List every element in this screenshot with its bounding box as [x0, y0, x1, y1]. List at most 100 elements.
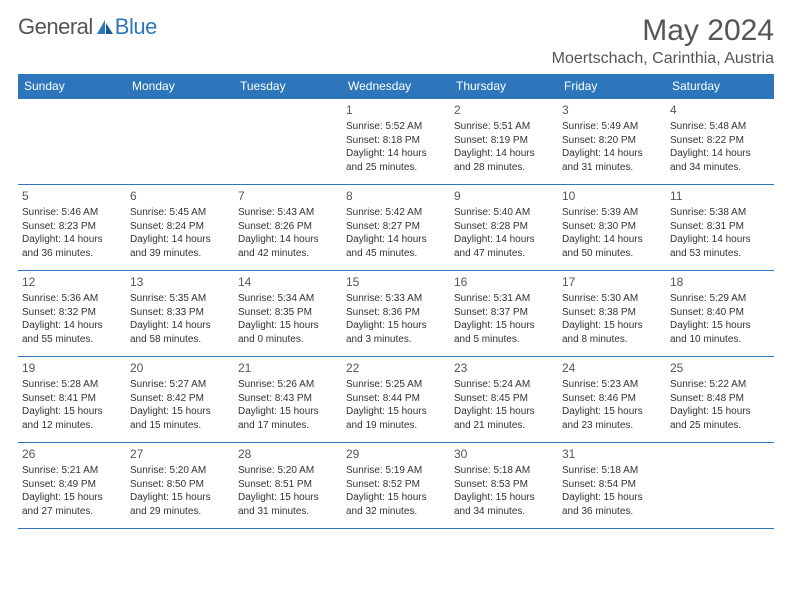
calendar-day-cell: 21Sunrise: 5:26 AMSunset: 8:43 PMDayligh…	[234, 357, 342, 443]
sunrise-line: Sunrise: 5:52 AM	[346, 120, 446, 134]
sunset-line: Sunset: 8:48 PM	[670, 392, 770, 406]
day-number: 25	[670, 360, 770, 376]
day-number: 7	[238, 188, 338, 204]
day-number: 5	[22, 188, 122, 204]
calendar-day-cell: 5Sunrise: 5:46 AMSunset: 8:23 PMDaylight…	[18, 185, 126, 271]
day-number: 27	[130, 446, 230, 462]
daylight-line: Daylight: 14 hours and 28 minutes.	[454, 147, 554, 174]
calendar-empty-cell	[666, 443, 774, 529]
sunrise-line: Sunrise: 5:28 AM	[22, 378, 122, 392]
sunrise-line: Sunrise: 5:40 AM	[454, 206, 554, 220]
daylight-line: Daylight: 14 hours and 58 minutes.	[130, 319, 230, 346]
daylight-line: Daylight: 15 hours and 8 minutes.	[562, 319, 662, 346]
day-number: 14	[238, 274, 338, 290]
calendar-day-cell: 6Sunrise: 5:45 AMSunset: 8:24 PMDaylight…	[126, 185, 234, 271]
sunrise-line: Sunrise: 5:24 AM	[454, 378, 554, 392]
sunrise-line: Sunrise: 5:26 AM	[238, 378, 338, 392]
sunset-line: Sunset: 8:54 PM	[562, 478, 662, 492]
sunset-line: Sunset: 8:22 PM	[670, 134, 770, 148]
day-number: 24	[562, 360, 662, 376]
sunrise-line: Sunrise: 5:18 AM	[562, 464, 662, 478]
calendar-day-cell: 14Sunrise: 5:34 AMSunset: 8:35 PMDayligh…	[234, 271, 342, 357]
day-number: 18	[670, 274, 770, 290]
calendar-day-cell: 16Sunrise: 5:31 AMSunset: 8:37 PMDayligh…	[450, 271, 558, 357]
day-number: 9	[454, 188, 554, 204]
daylight-line: Daylight: 14 hours and 36 minutes.	[22, 233, 122, 260]
weekday-header: Sunday	[18, 74, 126, 99]
daylight-line: Daylight: 15 hours and 15 minutes.	[130, 405, 230, 432]
calendar-day-cell: 31 Sunrise: 5:18 AMSunset: 8:54 PMDayligh…	[558, 443, 666, 529]
sunset-line: Sunset: 8:31 PM	[670, 220, 770, 234]
weekday-header: Saturday	[666, 74, 774, 99]
sunrise-line: Sunrise: 5:42 AM	[346, 206, 446, 220]
sunset-line: Sunset: 8:40 PM	[670, 306, 770, 320]
sunset-line: Sunset: 8:42 PM	[130, 392, 230, 406]
sunset-line: Sunset: 8:51 PM	[238, 478, 338, 492]
sunrise-line: Sunrise: 5:27 AM	[130, 378, 230, 392]
calendar-day-cell: 20Sunrise: 5:27 AMSunset: 8:42 PMDayligh…	[126, 357, 234, 443]
daylight-line: Daylight: 15 hours and 36 minutes.	[562, 491, 662, 518]
daylight-line: Daylight: 15 hours and 19 minutes.	[346, 405, 446, 432]
day-number: 8	[346, 188, 446, 204]
sunset-line: Sunset: 8:28 PM	[454, 220, 554, 234]
calendar-day-cell: 11Sunrise: 5:38 AMSunset: 8:31 PMDayligh…	[666, 185, 774, 271]
day-number: 11	[670, 188, 770, 204]
calendar-day-cell: 12Sunrise: 5:36 AMSunset: 8:32 PMDayligh…	[18, 271, 126, 357]
calendar-body: 1Sunrise: 5:52 AMSunset: 8:18 PMDaylight…	[18, 99, 774, 529]
sunset-line: Sunset: 8:53 PM	[454, 478, 554, 492]
day-number: 15	[346, 274, 446, 290]
calendar-day-cell: 3 Sunrise: 5:49 AMSunset: 8:20 PMDaylight…	[558, 99, 666, 185]
sunset-line: Sunset: 8:23 PM	[22, 220, 122, 234]
calendar-day-cell: 7Sunrise: 5:43 AMSunset: 8:26 PMDaylight…	[234, 185, 342, 271]
day-number: 12	[22, 274, 122, 290]
calendar-day-cell: 30Sunrise: 5:18 AMSunset: 8:53 PMDayligh…	[450, 443, 558, 529]
weekday-header: Monday	[126, 74, 234, 99]
sunrise-line: Sunrise: 5:30 AM	[562, 292, 662, 306]
sunrise-line: Sunrise: 5:36 AM	[22, 292, 122, 306]
daylight-line: Daylight: 15 hours and 25 minutes.	[670, 405, 770, 432]
sunset-line: Sunset: 8:52 PM	[346, 478, 446, 492]
calendar-week-row: 1Sunrise: 5:52 AMSunset: 8:18 PMDaylight…	[18, 99, 774, 185]
sunrise-line: Sunrise: 5:43 AM	[238, 206, 338, 220]
day-number: 16	[454, 274, 554, 290]
day-number: 31	[562, 446, 662, 462]
day-number: 22	[346, 360, 446, 376]
sunset-line: Sunset: 8:19 PM	[454, 134, 554, 148]
month-title: May 2024	[552, 14, 774, 48]
sunset-line: Sunset: 8:27 PM	[346, 220, 446, 234]
logo-text-right: Blue	[115, 14, 157, 40]
daylight-line: Daylight: 15 hours and 12 minutes.	[22, 405, 122, 432]
calendar-day-cell: 25 Sunrise: 5:22 AMSunset: 8:48 PMDayligh…	[666, 357, 774, 443]
sunset-line: Sunset: 8:49 PM	[22, 478, 122, 492]
day-number: 3	[562, 102, 662, 118]
weekday-header: Tuesday	[234, 74, 342, 99]
title-block: May 2024 Moertschach, Carinthia, Austria	[552, 14, 774, 68]
sunset-line: Sunset: 8:20 PM	[562, 134, 662, 148]
calendar-day-cell: 27Sunrise: 5:20 AMSunset: 8:50 PMDayligh…	[126, 443, 234, 529]
sunrise-line: Sunrise: 5:31 AM	[454, 292, 554, 306]
location: Moertschach, Carinthia, Austria	[552, 50, 774, 68]
daylight-line: Daylight: 14 hours and 39 minutes.	[130, 233, 230, 260]
sunrise-line: Sunrise: 5:22 AM	[670, 378, 770, 392]
calendar-week-row: 19Sunrise: 5:28 AMSunset: 8:41 PMDayligh…	[18, 357, 774, 443]
calendar-day-cell: 9Sunrise: 5:40 AMSunset: 8:28 PMDaylight…	[450, 185, 558, 271]
sunrise-line: Sunrise: 5:34 AM	[238, 292, 338, 306]
sunrise-line: Sunrise: 5:49 AM	[562, 120, 662, 134]
sunrise-line: Sunrise: 5:39 AM	[562, 206, 662, 220]
calendar-empty-cell	[234, 99, 342, 185]
calendar-day-cell: 19Sunrise: 5:28 AMSunset: 8:41 PMDayligh…	[18, 357, 126, 443]
daylight-line: Daylight: 15 hours and 27 minutes.	[22, 491, 122, 518]
sunset-line: Sunset: 8:24 PM	[130, 220, 230, 234]
calendar-day-cell: 4Sunrise: 5:48 AMSunset: 8:22 PMDaylight…	[666, 99, 774, 185]
day-number: 26	[22, 446, 122, 462]
sunrise-line: Sunrise: 5:21 AM	[22, 464, 122, 478]
day-number: 1	[346, 102, 446, 118]
sunrise-line: Sunrise: 5:25 AM	[346, 378, 446, 392]
daylight-line: Daylight: 14 hours and 31 minutes.	[562, 147, 662, 174]
weekday-header: Friday	[558, 74, 666, 99]
daylight-line: Daylight: 15 hours and 21 minutes.	[454, 405, 554, 432]
daylight-line: Daylight: 14 hours and 25 minutes.	[346, 147, 446, 174]
sunset-line: Sunset: 8:43 PM	[238, 392, 338, 406]
calendar-day-cell: 18Sunrise: 5:29 AMSunset: 8:40 PMDayligh…	[666, 271, 774, 357]
day-number: 6	[130, 188, 230, 204]
